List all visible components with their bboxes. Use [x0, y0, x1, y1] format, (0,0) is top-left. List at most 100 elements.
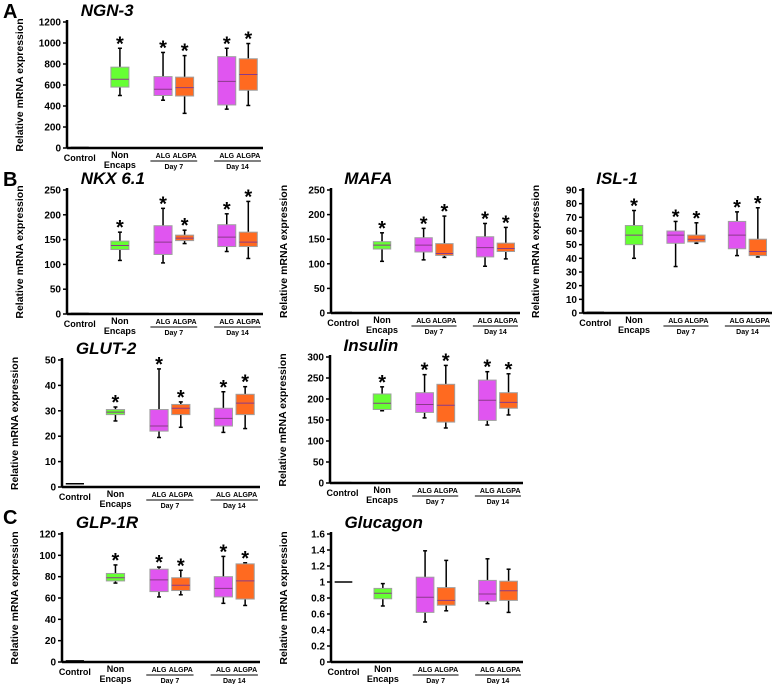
box-algpa-day-14 [499, 392, 518, 409]
y-tick-label: 200 [307, 395, 324, 406]
x-label-alg: ALG [216, 667, 231, 674]
box-non-encaps [372, 393, 392, 410]
y-axis-label: Relative mRNA expression [278, 185, 290, 318]
significance-star: * [630, 196, 638, 218]
x-label-alg: ALG [480, 667, 495, 674]
x-label-algpa: ALGPA [684, 318, 708, 325]
x-label-control: Control [64, 153, 96, 163]
box-algpa-day-7 [175, 76, 195, 97]
y-tick-label: 200 [44, 123, 61, 134]
y-tick-label: 300 [307, 353, 324, 364]
x-label-day7: Day 7 [425, 329, 444, 336]
box-alg-day-7 [415, 392, 434, 413]
significance-star: * [112, 550, 120, 572]
significance-star: * [116, 217, 124, 239]
x-label-algpa: ALGPA [497, 667, 521, 674]
y-tick-label: 50 [50, 285, 62, 296]
x-label-encaps: Encaps [366, 325, 398, 335]
x-label-non: Non [107, 489, 125, 499]
x-label-algpa: ALGPA [746, 318, 770, 325]
x-label-day7: Day 7 [426, 678, 445, 684]
y-tick-label: 70 [566, 213, 578, 224]
y-tick-label: 100 [308, 259, 325, 270]
y-tick-label: 20 [566, 281, 578, 292]
y-tick-label: 100 [307, 437, 324, 448]
significance-star: * [159, 193, 167, 215]
box-algpa-day-14 [748, 238, 768, 257]
y-tick-label: 600 [44, 81, 61, 92]
chart-title: NKX 6.1 [81, 169, 145, 188]
box-alg-day-7 [149, 568, 169, 593]
x-label-algpa: ALGPA [497, 488, 521, 495]
significance-star: * [177, 387, 185, 409]
chart-title: MAFA [344, 169, 392, 188]
box-non-encaps [105, 572, 126, 582]
x-label-control: Control [579, 318, 611, 328]
significance-star: * [219, 377, 227, 399]
x-label-algpa: ALGPA [169, 492, 193, 499]
y-axis-label: Relative mRNA expression [277, 353, 289, 486]
x-label-control: Control [59, 492, 91, 502]
significance-star: * [502, 212, 510, 234]
x-label-algpa: ALGPA [434, 488, 458, 495]
x-label-day14: Day 14 [487, 678, 510, 684]
y-tick-label: 20 [45, 636, 57, 647]
significance-star: * [244, 186, 252, 208]
chart-title: ISL-1 [596, 169, 638, 188]
y-tick-label: 1.6 [311, 530, 325, 541]
x-label-algpa: ALGPA [173, 153, 197, 160]
significance-star: * [672, 206, 680, 228]
y-tick-label: 100 [39, 551, 56, 562]
x-label-encaps: Encaps [99, 674, 131, 684]
y-tick-label: 100 [44, 260, 61, 271]
significance-star: * [421, 360, 429, 382]
y-tick-label: 60 [45, 594, 57, 605]
x-label-alg: ALG [152, 492, 167, 499]
x-label-day7: Day 7 [161, 503, 180, 510]
y-tick-label: 400 [44, 102, 61, 113]
y-tick-label: 0.2 [311, 642, 325, 653]
significance-star: * [378, 218, 386, 240]
y-tick-label: 50 [566, 240, 578, 251]
x-label-day14: Day 14 [484, 329, 507, 336]
y-axis-label: Relative mRNA expression [530, 185, 542, 318]
y-tick-label: 150 [307, 416, 324, 427]
x-label-day14: Day 14 [226, 330, 249, 337]
box-alg-day-14 [478, 579, 497, 602]
y-tick-label: 40 [45, 615, 57, 626]
y-tick-label: 0.8 [311, 594, 325, 605]
x-label-alg: ALG [478, 318, 493, 325]
y-tick-label: 60 [566, 227, 578, 238]
x-label-control: Control [59, 667, 91, 677]
y-tick-label: 0 [55, 310, 61, 321]
chart-title: NGN-3 [81, 1, 134, 20]
chart-title: GLP-1R [76, 513, 139, 532]
x-label-control: Control [327, 488, 359, 498]
significance-star: * [693, 208, 701, 230]
significance-star: * [155, 552, 163, 574]
x-label-control: Control [327, 667, 359, 677]
panel-label-c: C [3, 507, 17, 529]
significance-star: * [442, 350, 450, 372]
x-label-day7: Day 7 [164, 330, 183, 337]
significance-star: * [159, 37, 167, 59]
box-alg-day-14 [217, 224, 237, 248]
x-label-algpa: ALGPA [169, 667, 193, 674]
y-tick-label: 1 [319, 578, 325, 589]
box-algpa-day-7 [435, 243, 454, 256]
x-label-day7: Day 7 [161, 678, 180, 684]
y-tick-label: 0 [55, 144, 61, 155]
box-alg-day-7 [153, 76, 173, 96]
y-tick-label: 40 [566, 254, 578, 265]
y-tick-label: 30 [566, 268, 578, 279]
y-tick-label: 150 [44, 235, 61, 246]
x-label-alg: ALG [219, 319, 234, 326]
y-tick-label: 250 [307, 374, 324, 385]
box-alg-day-14 [213, 407, 233, 427]
y-axis-label: Relative mRNA expression [14, 185, 26, 318]
x-label-algpa: ALGPA [173, 319, 197, 326]
chart-title: Glucagon [344, 513, 422, 532]
y-tick-label: 30 [45, 406, 57, 417]
x-label-non: Non [373, 315, 391, 325]
x-label-day14: Day 14 [223, 503, 246, 510]
